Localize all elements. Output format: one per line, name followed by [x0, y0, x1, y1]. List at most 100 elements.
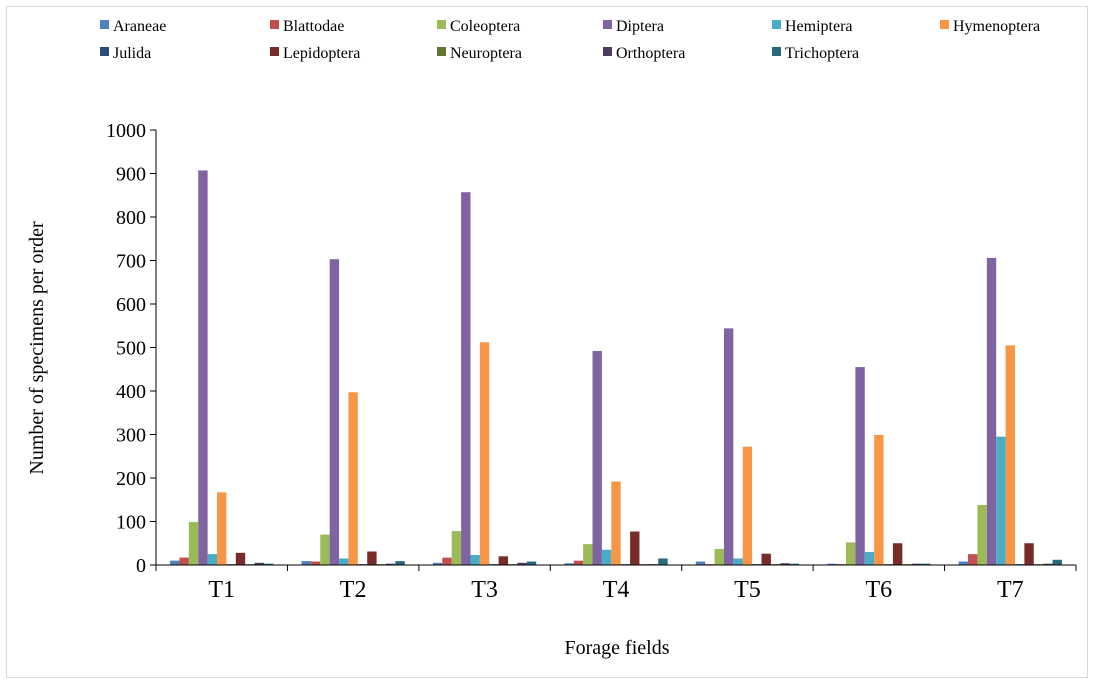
legend-swatch [603, 20, 612, 29]
x-tick-label: T4 [603, 577, 630, 603]
bar-lepidoptera-t3 [498, 556, 509, 565]
bar-coleoptera-t7 [977, 504, 987, 565]
bar-hymenoptera-t7 [1005, 345, 1015, 565]
legend-label: Blattodae [283, 18, 344, 35]
y-tick-label: 800 [116, 207, 146, 229]
bar-orthoptera-t7 [1043, 563, 1053, 565]
bar-hymenoptera-t5 [742, 446, 753, 565]
x-tick-label: T1 [208, 577, 235, 603]
legend-label: Diptera [616, 18, 664, 35]
x-tick-label: T6 [866, 577, 893, 603]
legend-swatch [940, 20, 949, 29]
bar-araneae-t3 [432, 562, 443, 565]
bar-hymenoptera-t6 [874, 434, 884, 565]
chart-frame [6, 6, 1088, 678]
bar-hemiptera-t5 [733, 558, 743, 565]
y-axis-label: Number of specimens per order [26, 221, 48, 475]
bar-blattodae-t1 [179, 557, 189, 565]
bar-diptera-t3 [461, 192, 471, 565]
bar-blattodae-t4 [573, 560, 584, 565]
legend-label: Trichoptera [785, 45, 859, 62]
legend-label: Julida [113, 45, 151, 62]
bar-hymenoptera-t4 [611, 481, 621, 565]
y-tick-label: 900 [116, 164, 146, 186]
legend-swatch [437, 20, 446, 29]
bar-trichoptera-t1 [263, 563, 274, 565]
bar-orthoptera-t3 [517, 562, 527, 565]
bar-hemiptera-t3 [470, 554, 480, 565]
legend-swatch [270, 47, 279, 56]
bar-diptera-t6 [855, 367, 865, 565]
legend-label: Araneae [113, 18, 166, 35]
bar-diptera-t4 [592, 350, 602, 565]
bar-orthoptera-t6 [911, 563, 922, 565]
x-tick-label: T7 [997, 577, 1024, 603]
y-tick-label: 1000 [106, 120, 146, 142]
bars [170, 170, 1062, 565]
y-axis: 0 100 200 300 400 500 600 700 800 900 1000 [106, 120, 157, 577]
y-tick-label: 500 [116, 338, 146, 360]
x-tick-label: T3 [471, 577, 498, 603]
legend-label: Lepidoptera [283, 45, 360, 62]
bar-hymenoptera-t1 [217, 492, 227, 565]
legend-swatch [100, 20, 109, 29]
bar-araneae-t6 [827, 563, 837, 565]
x-axis-label: Forage fields [565, 637, 670, 659]
bar-blattodae-t3 [442, 557, 452, 565]
bar-lepidoptera-t7 [1024, 543, 1034, 565]
bar-diptera-t2 [329, 259, 340, 565]
bar-hemiptera-t6 [864, 551, 875, 565]
bar-coleoptera-t5 [714, 548, 724, 565]
legend-swatch [772, 20, 781, 29]
bar-diptera-t5 [723, 328, 734, 565]
legend-label: Neuroptera [450, 45, 522, 62]
bar-coleoptera-t2 [320, 534, 330, 565]
bar-araneae-t2 [301, 561, 311, 565]
legend-swatch [772, 47, 781, 56]
bar-trichoptera-t2 [395, 561, 405, 565]
bar-hemiptera-t2 [339, 558, 349, 565]
x-tick-label: T2 [340, 577, 367, 603]
bar-coleoptera-t4 [583, 544, 593, 565]
bar-hymenoptera-t2 [348, 392, 358, 565]
bar-lepidoptera-t4 [630, 531, 640, 565]
bar-orthoptera-t5 [780, 563, 790, 565]
bar-araneae-t4 [564, 563, 574, 565]
bar-coleoptera-t6 [846, 542, 856, 565]
bar-lepidoptera-t5 [761, 553, 771, 565]
x-axis: T1 T2 T3 T4 T5 T6 T7 [155, 564, 1077, 603]
legend-swatch [603, 47, 612, 56]
y-tick-label: 400 [116, 381, 146, 403]
bar-blattodae-t7 [968, 554, 978, 565]
bar-trichoptera-t3 [526, 561, 537, 565]
bar-trichoptera-t6 [921, 563, 931, 565]
bar-araneae-t1 [170, 560, 180, 565]
legend-label: Coleoptera [450, 18, 520, 35]
y-tick-label: 700 [116, 251, 146, 273]
y-tick-label: 300 [116, 425, 146, 447]
bar-coleoptera-t3 [451, 531, 462, 565]
bar-trichoptera-t5 [789, 563, 800, 565]
legend-swatch [270, 20, 279, 29]
bar-hemiptera-t4 [601, 549, 612, 565]
bar-lepidoptera-t1 [235, 552, 246, 565]
legend-swatch [100, 47, 109, 56]
y-tick-label: 0 [136, 555, 146, 577]
legend-swatch [437, 47, 446, 56]
bar-araneae-t7 [958, 561, 969, 565]
y-tick-label: 200 [116, 468, 146, 490]
legend: Araneae Blattodae Coleoptera Diptera Hemipte… [100, 18, 1040, 62]
bar-diptera-t1 [198, 170, 208, 565]
bar-lepidoptera-t6 [892, 543, 903, 565]
bar-coleoptera-t1 [188, 521, 199, 565]
bar-orthoptera-t2 [386, 563, 396, 565]
bar-orthoptera-t1 [254, 562, 264, 565]
bar-hemiptera-t1 [207, 554, 218, 565]
bar-lepidoptera-t2 [367, 551, 377, 565]
legend-label: Hemiptera [785, 18, 853, 35]
bar-diptera-t7 [986, 257, 997, 565]
bar-hymenoptera-t3 [479, 342, 490, 565]
legend-label: Hymenoptera [953, 18, 1040, 35]
y-tick-label: 600 [116, 294, 146, 316]
